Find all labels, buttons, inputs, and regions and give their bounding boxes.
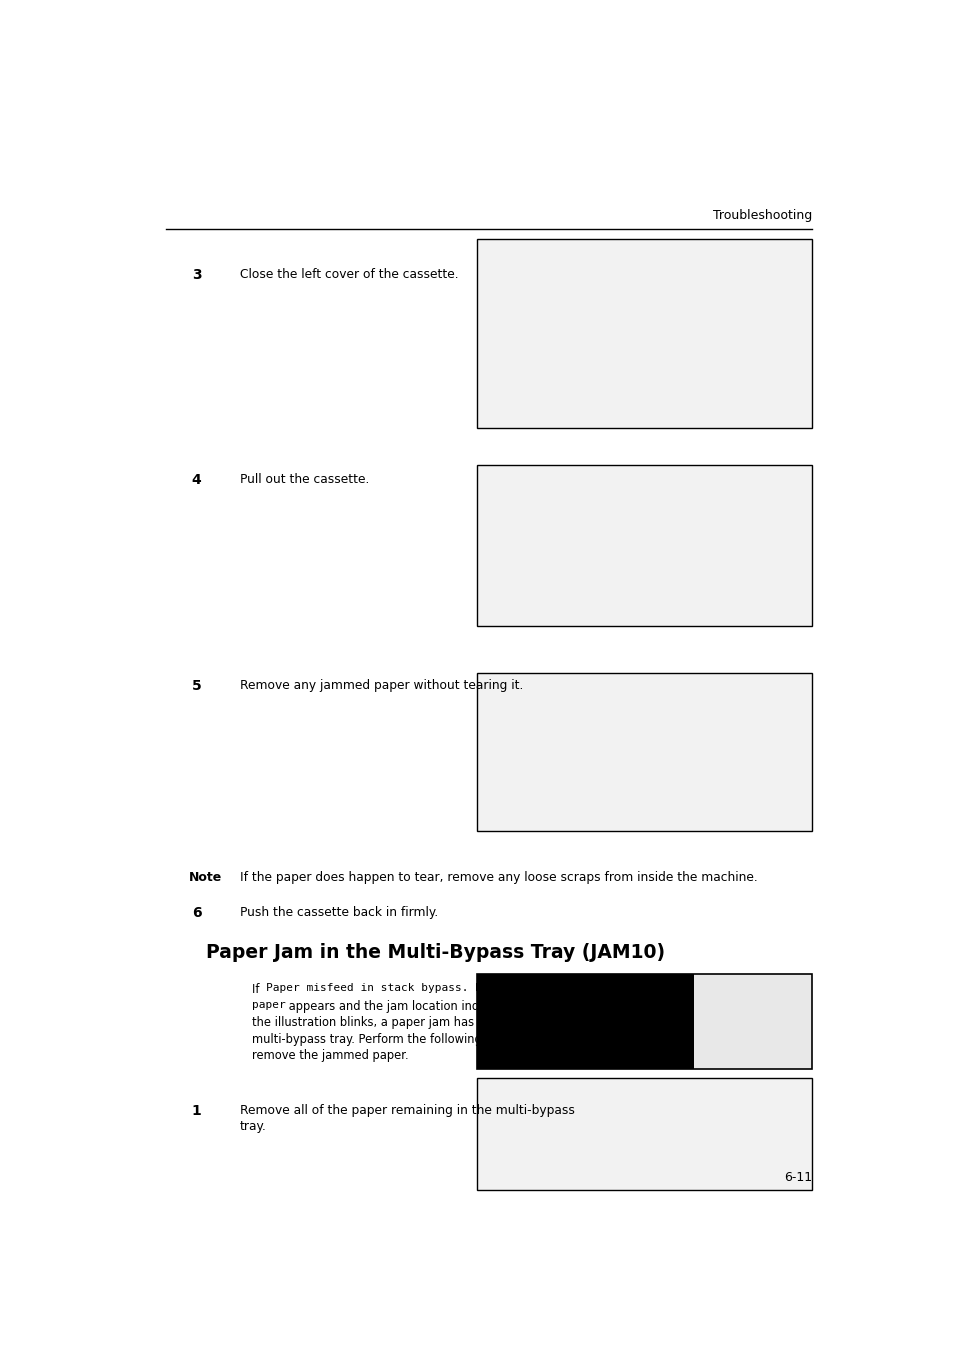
Text: remove the jammed paper.: remove the jammed paper.: [252, 1050, 409, 1062]
Text: paper: paper: [252, 1000, 286, 1009]
Bar: [476, 974, 693, 1069]
Text: the illustration blinks, a paper jam has occurred in the: the illustration blinks, a paper jam has…: [252, 1016, 564, 1029]
Text: appears and the jam location indicator shown in: appears and the jam location indicator s…: [285, 1000, 566, 1012]
Text: Note: Note: [189, 870, 222, 884]
Text: Paper misfeed in stack bypass. Remove: Paper misfeed in stack bypass. Remove: [265, 984, 515, 993]
Text: If the paper does happen to tear, remove any loose scraps from inside the machin: If the paper does happen to tear, remove…: [239, 870, 757, 884]
Bar: [476, 974, 811, 1069]
Text: Paper Jam in the Multi-Bypass Tray (JAM10): Paper Jam in the Multi-Bypass Tray (JAM1…: [206, 943, 665, 962]
Text: Troubleshooting: Troubleshooting: [712, 209, 811, 222]
Text: If: If: [252, 984, 263, 996]
Text: 5: 5: [192, 680, 201, 693]
Text: 3: 3: [192, 269, 201, 282]
Bar: [476, 239, 811, 428]
Text: 6-11: 6-11: [783, 1171, 811, 1183]
Text: 6: 6: [192, 907, 201, 920]
Text: Push the cassette back in firmly.: Push the cassette back in firmly.: [239, 907, 437, 919]
Bar: [693, 974, 811, 1069]
Text: Pull out the cassette.: Pull out the cassette.: [239, 473, 369, 486]
Bar: [476, 1078, 811, 1190]
Text: 1: 1: [192, 1104, 201, 1117]
Text: tray.: tray.: [239, 1120, 266, 1133]
Bar: [476, 465, 811, 626]
Text: Close the left cover of the cassette.: Close the left cover of the cassette.: [239, 269, 457, 281]
Bar: [476, 673, 811, 831]
Text: multi-bypass tray. Perform the following procedure to: multi-bypass tray. Perform the following…: [252, 1032, 558, 1046]
Text: Remove any jammed paper without tearing it.: Remove any jammed paper without tearing …: [239, 680, 522, 692]
Text: Remove all of the paper remaining in the multi-bypass: Remove all of the paper remaining in the…: [239, 1104, 574, 1116]
Text: 4: 4: [192, 473, 201, 488]
